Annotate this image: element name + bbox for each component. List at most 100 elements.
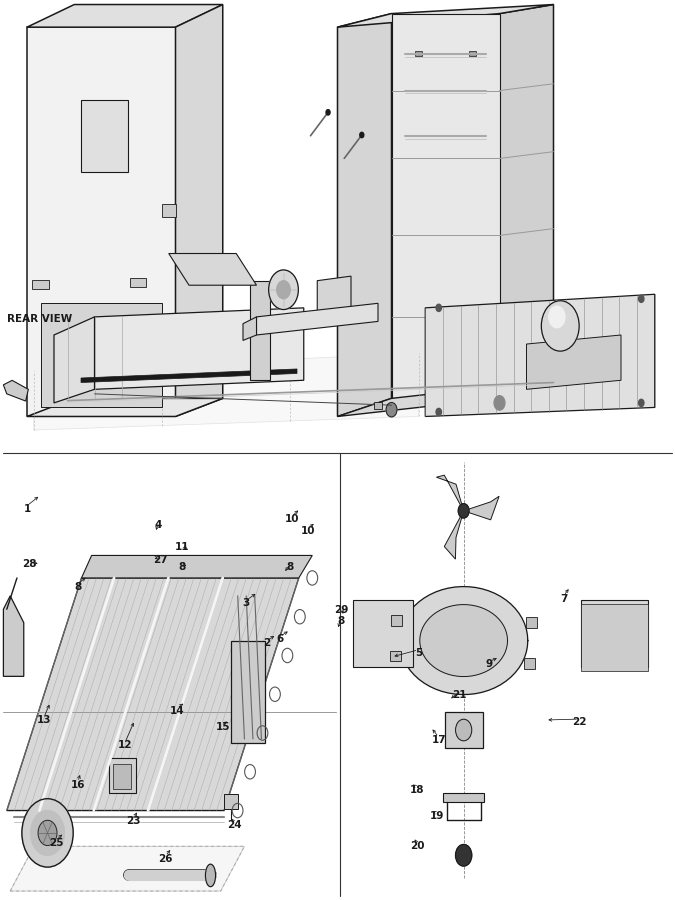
Polygon shape: [526, 335, 621, 390]
Polygon shape: [32, 280, 49, 289]
Polygon shape: [392, 615, 402, 626]
Polygon shape: [169, 254, 256, 285]
Text: 3: 3: [243, 598, 250, 608]
Circle shape: [456, 844, 472, 866]
Circle shape: [277, 281, 290, 299]
Circle shape: [456, 719, 472, 741]
Text: 14: 14: [169, 706, 184, 716]
Polygon shape: [95, 308, 304, 390]
Text: 27: 27: [153, 554, 167, 565]
Circle shape: [326, 110, 330, 115]
Text: 6: 6: [277, 634, 284, 644]
Polygon shape: [415, 50, 422, 56]
Polygon shape: [437, 475, 464, 511]
Text: 16: 16: [70, 779, 85, 790]
Text: 26: 26: [158, 853, 173, 864]
Polygon shape: [338, 4, 554, 27]
Text: 10: 10: [301, 526, 316, 536]
Polygon shape: [392, 14, 500, 399]
Polygon shape: [27, 27, 176, 417]
Polygon shape: [27, 399, 223, 417]
Text: 12: 12: [117, 740, 132, 751]
Circle shape: [22, 798, 73, 867]
Polygon shape: [250, 281, 270, 381]
Polygon shape: [353, 600, 413, 668]
Text: 1: 1: [24, 503, 30, 514]
Text: 5: 5: [415, 647, 422, 658]
Polygon shape: [81, 100, 128, 172]
Circle shape: [360, 132, 364, 138]
Text: 8: 8: [179, 562, 186, 572]
Polygon shape: [10, 846, 244, 891]
Ellipse shape: [205, 864, 215, 886]
Text: 24: 24: [227, 820, 242, 831]
Polygon shape: [581, 600, 648, 668]
Polygon shape: [469, 50, 476, 56]
Polygon shape: [526, 617, 537, 628]
Polygon shape: [113, 764, 131, 789]
Text: 19: 19: [430, 811, 445, 822]
Text: 15: 15: [215, 722, 230, 733]
Text: 28: 28: [22, 559, 36, 570]
Polygon shape: [338, 14, 392, 417]
Polygon shape: [231, 641, 265, 743]
Polygon shape: [256, 303, 378, 335]
Circle shape: [38, 820, 57, 845]
Text: 10: 10: [284, 514, 299, 525]
Text: 8: 8: [287, 562, 294, 572]
Text: 23: 23: [126, 815, 141, 826]
Polygon shape: [7, 578, 299, 811]
Text: 2: 2: [263, 638, 270, 649]
Polygon shape: [389, 651, 400, 661]
Text: 13: 13: [36, 715, 51, 725]
Text: 18: 18: [410, 785, 425, 796]
Circle shape: [639, 400, 644, 407]
Text: 29: 29: [333, 605, 348, 616]
Polygon shape: [338, 381, 554, 417]
Text: 11: 11: [175, 542, 190, 553]
Text: 8: 8: [338, 616, 344, 626]
Polygon shape: [400, 587, 528, 695]
Text: 21: 21: [452, 689, 466, 700]
Polygon shape: [445, 712, 483, 748]
Polygon shape: [420, 605, 508, 677]
Text: REAR VIEW: REAR VIEW: [7, 314, 72, 324]
Polygon shape: [81, 369, 297, 382]
Circle shape: [269, 270, 298, 310]
Polygon shape: [464, 496, 499, 520]
Polygon shape: [425, 294, 655, 417]
Circle shape: [386, 402, 397, 417]
Circle shape: [458, 504, 469, 518]
Text: 7: 7: [560, 593, 567, 604]
Polygon shape: [34, 353, 418, 430]
Polygon shape: [243, 317, 256, 340]
Polygon shape: [374, 401, 382, 409]
Polygon shape: [40, 303, 162, 408]
Polygon shape: [317, 276, 351, 312]
Polygon shape: [524, 658, 535, 669]
Circle shape: [541, 301, 579, 351]
Polygon shape: [82, 555, 313, 578]
Polygon shape: [500, 4, 554, 399]
Polygon shape: [27, 4, 223, 27]
Circle shape: [494, 396, 505, 410]
Text: 9: 9: [486, 659, 493, 670]
Circle shape: [436, 409, 441, 416]
Polygon shape: [3, 596, 24, 677]
Circle shape: [436, 304, 441, 311]
Polygon shape: [581, 604, 648, 671]
Circle shape: [549, 306, 565, 328]
Polygon shape: [176, 4, 223, 417]
Polygon shape: [444, 511, 464, 559]
Polygon shape: [3, 381, 28, 401]
Text: 8: 8: [74, 581, 81, 592]
Polygon shape: [224, 795, 238, 809]
Circle shape: [639, 295, 644, 302]
Text: 17: 17: [431, 734, 446, 745]
Text: 4: 4: [155, 519, 162, 530]
Polygon shape: [109, 759, 136, 793]
Text: 22: 22: [572, 716, 587, 727]
Text: 20: 20: [410, 841, 425, 851]
Circle shape: [30, 810, 64, 855]
Text: 25: 25: [49, 838, 63, 849]
